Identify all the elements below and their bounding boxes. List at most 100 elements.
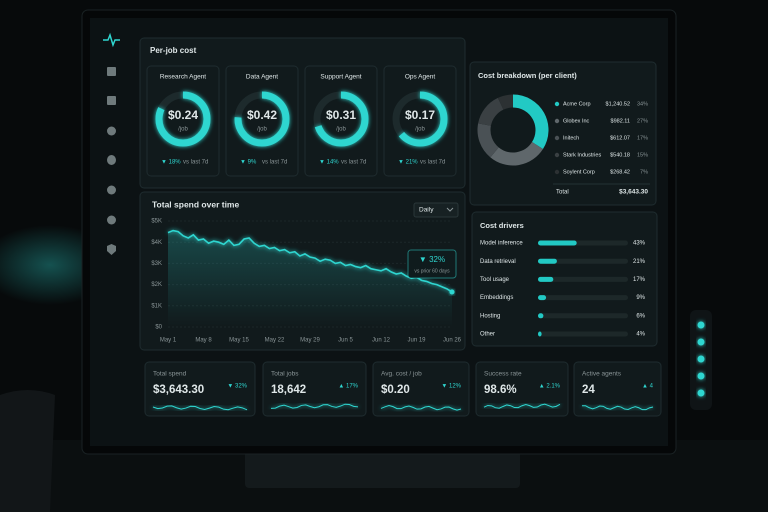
ring xyxy=(155,91,211,147)
nav-users[interactable] xyxy=(107,185,116,195)
client-share: 34% xyxy=(637,101,648,107)
driver-share: 6% xyxy=(636,313,645,319)
dynamic-content: Research Agent$0.24/job▼ 18% vs last 7dDa… xyxy=(144,65,662,417)
agent-card xyxy=(146,65,220,177)
annotation-change: ▼ 32% xyxy=(419,255,445,264)
bar xyxy=(538,276,554,282)
kpi-change: ▲ 4 xyxy=(642,384,654,390)
x-tick-label: May 22 xyxy=(265,338,285,344)
x-tick-label: Jun 19 xyxy=(407,338,426,344)
ring xyxy=(313,91,369,147)
legend-swatch xyxy=(554,169,560,175)
agent-name: Research Agent xyxy=(160,74,206,81)
driver-label: Tool usage xyxy=(480,277,510,283)
legend-swatch xyxy=(554,135,560,141)
client-share: 17% xyxy=(637,135,648,141)
bar-track xyxy=(538,331,628,337)
driver-label: Embeddings xyxy=(480,295,513,301)
client-share: 7% xyxy=(640,169,648,175)
total-label: Total xyxy=(556,190,569,196)
client-amount: $612.07 xyxy=(610,135,630,141)
legend-label: Initech xyxy=(563,135,579,141)
bar-track xyxy=(538,313,628,319)
total-value: $3,643.30 xyxy=(619,189,648,196)
kpi-value: $0.20 xyxy=(381,384,410,396)
panel-title: Total spend over time xyxy=(152,199,239,209)
x-tick-label: May 29 xyxy=(300,338,320,344)
kpi-value: 98.6% xyxy=(484,384,517,396)
x-tick-label: May 15 xyxy=(229,338,249,344)
kpi-title: Success rate xyxy=(484,371,522,378)
nav-dashboard[interactable] xyxy=(107,67,116,76)
y-tick-label: $1K xyxy=(151,303,162,309)
sparkline xyxy=(270,403,359,409)
ring xyxy=(234,91,290,147)
bar-track xyxy=(538,258,628,264)
legend-label: Acme Corp xyxy=(563,101,591,107)
annotation-box xyxy=(407,249,457,279)
mug xyxy=(0,390,55,512)
agent-change: ▼ 9% xyxy=(240,160,257,166)
agent-cost: $0.42 xyxy=(247,108,277,122)
bar xyxy=(538,240,577,246)
kpi-change: ▼ 32% xyxy=(227,384,247,390)
monitor-stand xyxy=(245,448,520,488)
bar xyxy=(538,331,542,337)
agent-name: Ops Agent xyxy=(405,74,436,81)
sidebar xyxy=(103,32,120,255)
agent-period: vs last 7d xyxy=(183,160,208,166)
kpi-title: Active agents xyxy=(582,371,622,378)
kpi-title: Total jobs xyxy=(271,371,299,378)
nav-settings[interactable] xyxy=(107,215,116,225)
nav-reports[interactable] xyxy=(107,96,116,105)
annotation-note: vs prior 60 days xyxy=(414,268,450,274)
nav-agents[interactable] xyxy=(107,126,116,136)
agent-name: Data Agent xyxy=(246,74,278,81)
client-amount: $982.11 xyxy=(611,118,630,124)
nav-data[interactable] xyxy=(107,155,116,165)
y-tick-label: $5K xyxy=(151,219,162,225)
dropdown-label: Daily xyxy=(419,207,434,214)
agent-change: ▼ 14% xyxy=(319,160,339,166)
kpi-value: $3,643.30 xyxy=(153,384,204,396)
sparkline xyxy=(152,405,248,411)
donut-segment xyxy=(478,97,504,127)
kpi-change: ▲ 2.1% xyxy=(539,384,561,390)
nav-security[interactable] xyxy=(107,244,116,255)
bar xyxy=(538,258,557,264)
bar xyxy=(538,313,544,319)
logo[interactable] xyxy=(103,32,120,48)
y-tick-label: $2K xyxy=(151,282,162,288)
area xyxy=(168,230,452,327)
panel-title: Cost drivers xyxy=(480,221,524,230)
agent-unit: /job xyxy=(257,127,267,133)
driver-label: Other xyxy=(480,332,495,338)
agent-unit: /job xyxy=(415,127,425,133)
end-point xyxy=(449,289,455,295)
agent-period: vs last 7d xyxy=(262,160,287,166)
dropdown[interactable] xyxy=(413,202,459,218)
driver-share: 9% xyxy=(636,295,645,301)
kpi-card xyxy=(475,361,569,417)
speaker-lights xyxy=(697,321,705,397)
kpi-change: ▲ 17% xyxy=(338,384,358,390)
client-share: 15% xyxy=(637,152,648,158)
kpi-card xyxy=(573,361,662,417)
donut-segment xyxy=(497,94,514,110)
agent-unit: /job xyxy=(336,127,346,133)
agent-card xyxy=(383,65,457,177)
agent-change: ▼ 21% xyxy=(398,160,418,166)
sparkline xyxy=(483,403,561,409)
agent-name: Support Agent xyxy=(320,74,361,81)
dropdown-caret xyxy=(446,207,454,212)
client-amount: $268.42 xyxy=(610,169,630,175)
kpi-card xyxy=(262,361,367,417)
driver-label: Data retrieval xyxy=(480,259,516,265)
bar xyxy=(538,295,547,301)
driver-share: 4% xyxy=(636,332,645,338)
panel-title: Per-job cost xyxy=(150,46,197,55)
kpi-card xyxy=(372,361,470,417)
agent-period: vs last 7d xyxy=(341,160,366,166)
x-tick-label: May 8 xyxy=(195,338,212,344)
